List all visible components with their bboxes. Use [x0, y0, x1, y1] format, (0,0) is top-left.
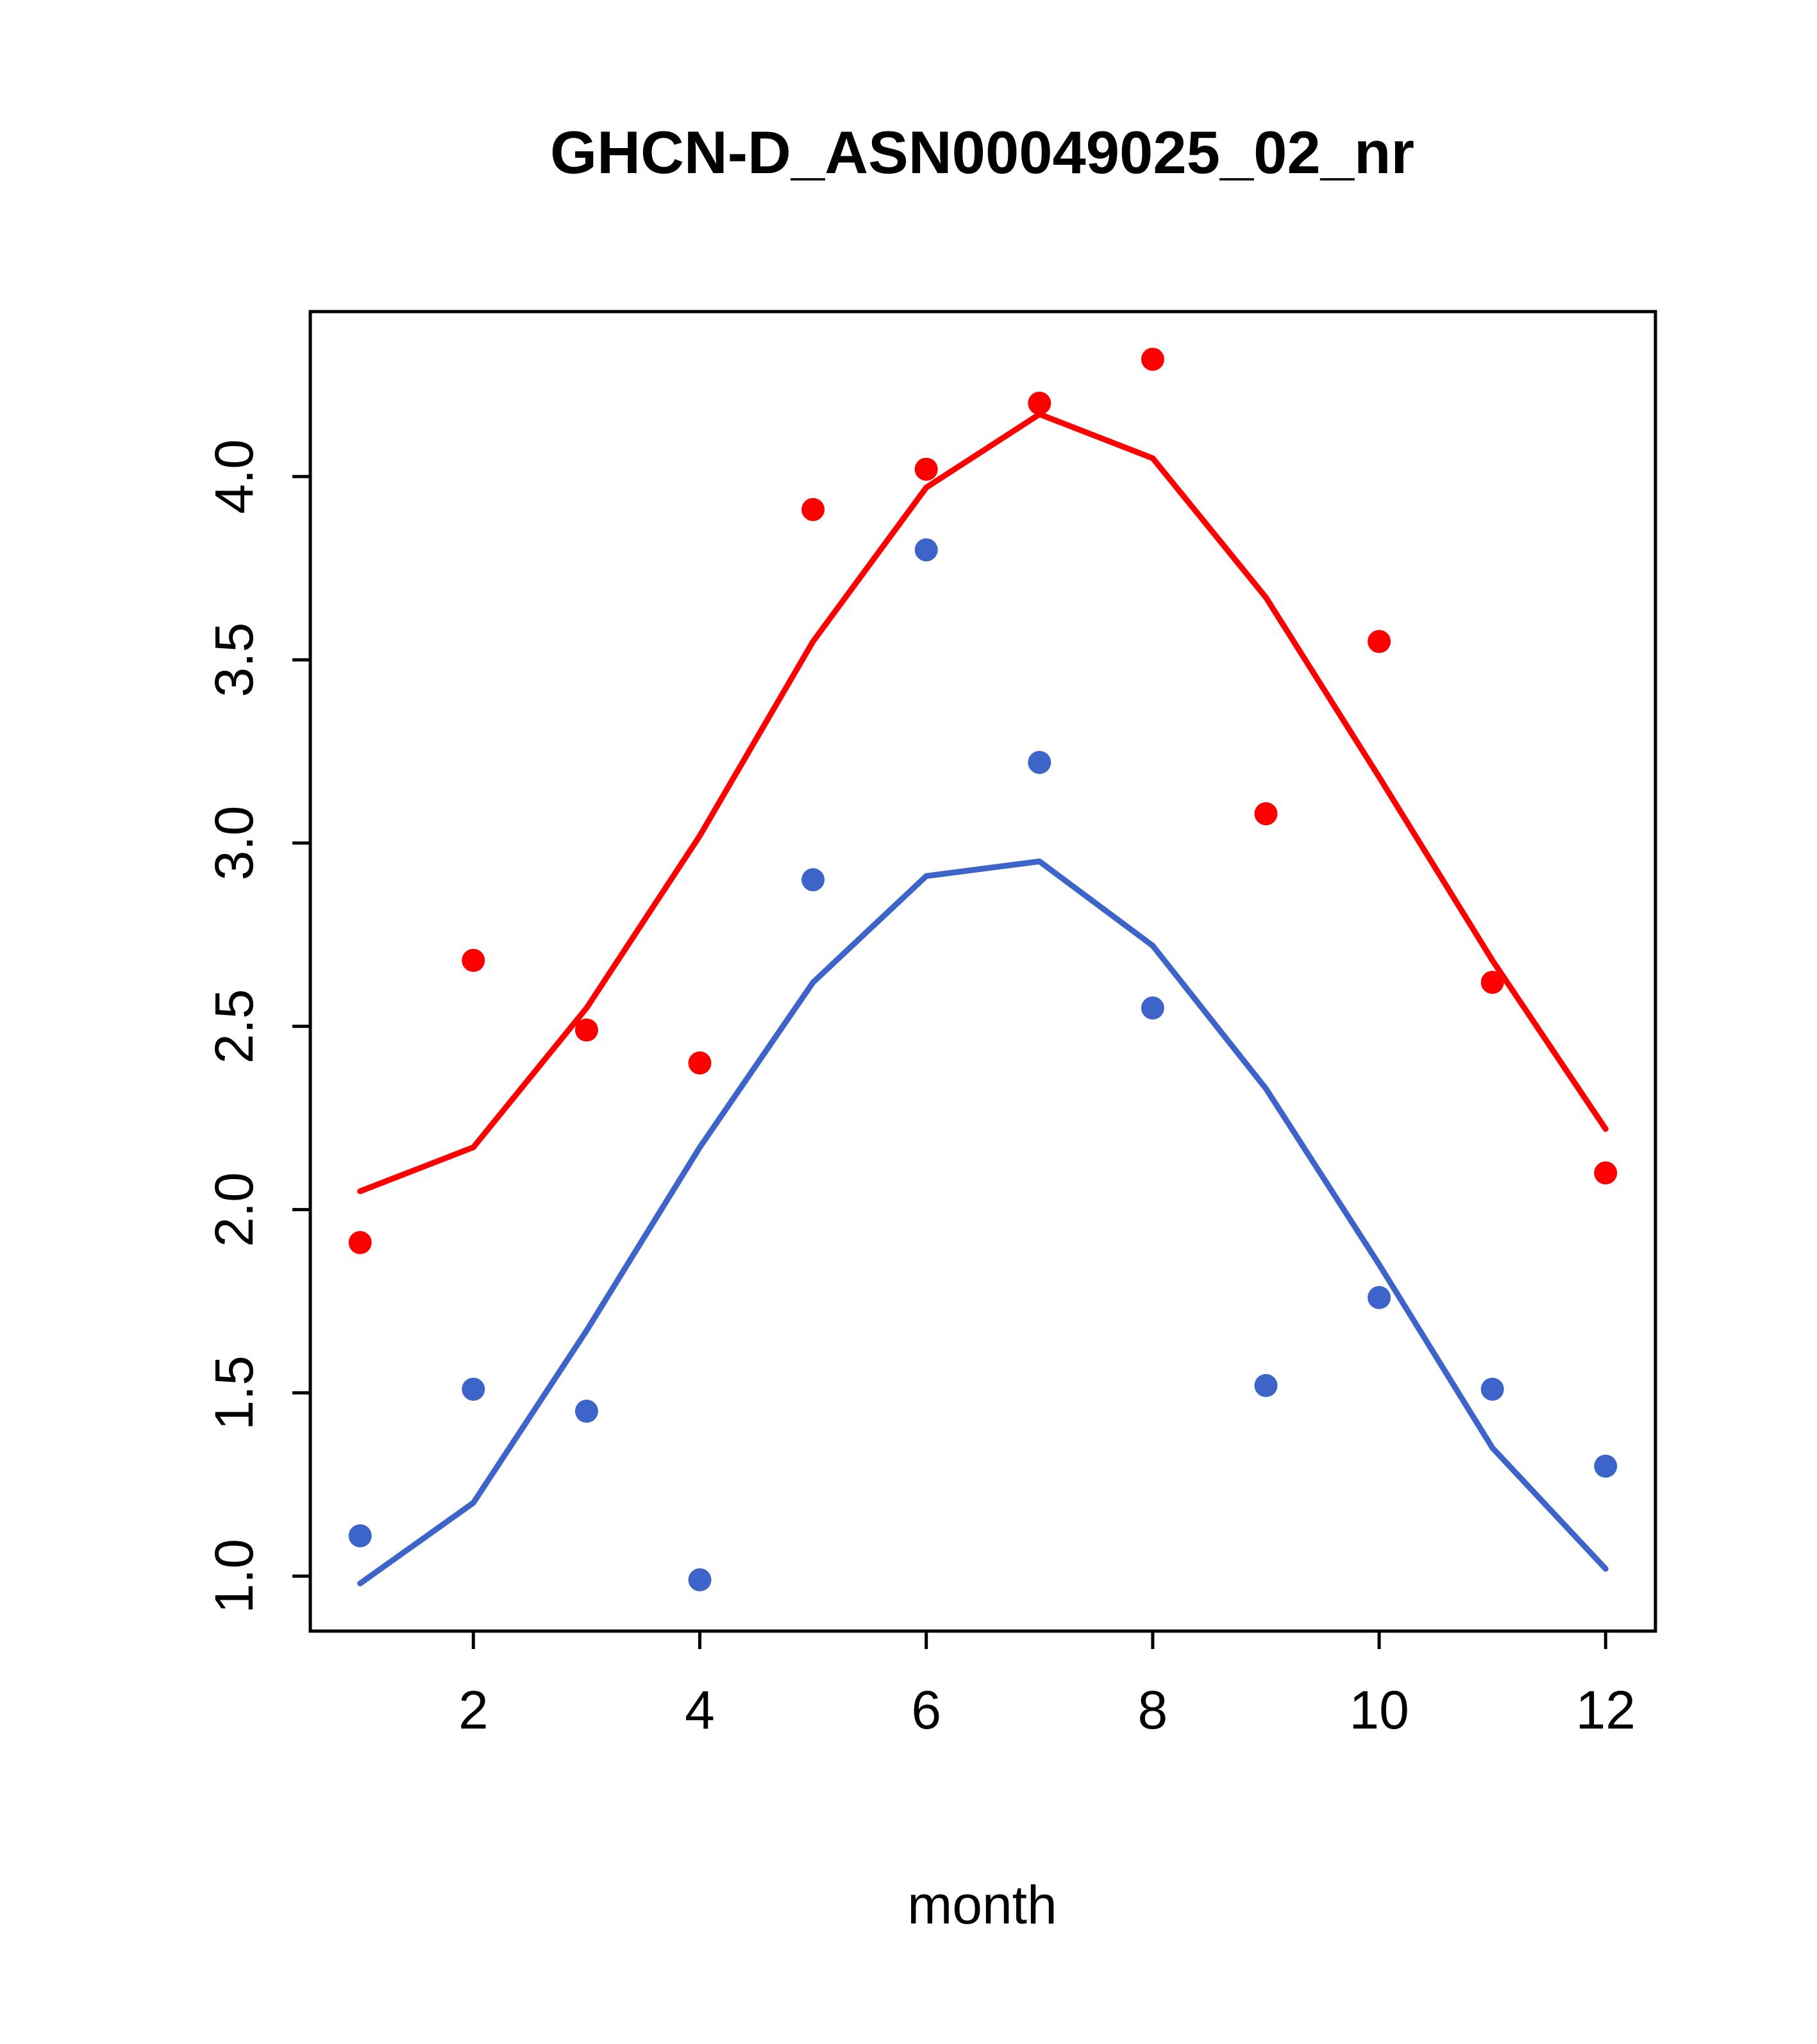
y-tick-label: 3.5 — [204, 623, 264, 698]
chart-title: GHCN-D_ASN00049025_02_nr — [550, 119, 1414, 186]
x-tick-label: 6 — [911, 1680, 941, 1740]
red-scatter-point — [462, 948, 485, 972]
red-scatter-point — [1254, 802, 1278, 826]
blue-smooth-line — [357, 859, 1609, 1587]
red-smooth-line — [357, 411, 1609, 1194]
red-scatter-point — [348, 1231, 372, 1255]
y-tick-label: 2.5 — [204, 989, 264, 1064]
y-tick-label: 1.5 — [204, 1355, 264, 1430]
blue-scatter-point — [462, 1377, 485, 1401]
red-scatter-point — [688, 1051, 712, 1075]
red-scatter-point — [574, 1018, 598, 1042]
plot-area: 2 4 6 8 10 12 1.0 1.5 2.0 2.5 3.0 3.5 4.0 — [204, 310, 1657, 1740]
plot-border — [308, 310, 1657, 1633]
blue-scatter-point — [1594, 1454, 1618, 1478]
blue-scatter-point — [1028, 751, 1051, 775]
red-scatter-point — [1368, 630, 1391, 653]
red-scatter-point — [801, 498, 825, 521]
y-tick-label: 1.0 — [204, 1539, 264, 1614]
blue-scatter-point — [1480, 1377, 1504, 1401]
red-scatter-point — [1028, 391, 1051, 415]
x-tick-label: 10 — [1349, 1680, 1409, 1740]
red-scatter-point — [1480, 971, 1504, 994]
blue-scatter-point — [1254, 1373, 1278, 1397]
blue-scatter-point — [801, 868, 825, 892]
blue-scatter-point — [914, 538, 938, 562]
y-tick-label: 4.0 — [204, 439, 264, 514]
blue-scatter-point — [1141, 996, 1164, 1020]
blue-scatter-point — [574, 1400, 598, 1423]
red-scatter-point — [1141, 348, 1164, 371]
x-tick-label: 12 — [1576, 1680, 1636, 1740]
y-tick-label: 2.0 — [204, 1172, 264, 1247]
x-tick-label: 8 — [1138, 1680, 1168, 1740]
x-tick-label: 4 — [685, 1680, 715, 1740]
blue-scatter-point — [1368, 1286, 1391, 1309]
x-axis-label: month — [907, 1875, 1057, 1935]
blue-scatter-point — [348, 1524, 372, 1548]
blue-scatter-point — [688, 1568, 712, 1591]
red-scatter-point — [914, 457, 938, 481]
red-scatter-point — [1594, 1161, 1618, 1185]
x-tick-label: 2 — [458, 1680, 489, 1740]
y-tick-label: 3.0 — [204, 806, 264, 881]
